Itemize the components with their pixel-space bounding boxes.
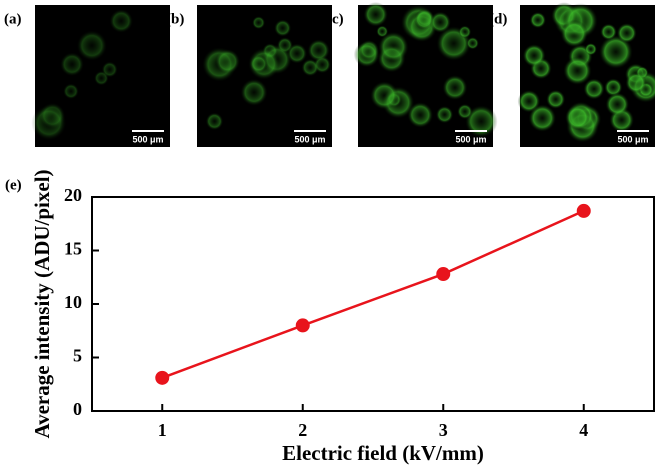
scale-bar-label: 500 μm [617, 134, 648, 144]
y-axis-label: Average intensity (ADU/pixel) [30, 169, 54, 438]
cell [249, 54, 268, 74]
cell [76, 30, 108, 61]
y-tick-label: 20 [64, 185, 82, 205]
cell [598, 34, 634, 70]
cell [286, 43, 308, 64]
cell [583, 78, 605, 100]
cell [353, 41, 380, 68]
panels: (a) 500 μm (b) 500 μm (c) 500 μm (d) 500 μm [4, 2, 655, 147]
cell [529, 11, 547, 29]
series-line [161, 209, 585, 380]
cell [363, 2, 389, 27]
cell [214, 48, 241, 75]
cell [31, 105, 67, 141]
cell [413, 9, 435, 30]
x-tick-label: 1 [158, 420, 167, 440]
cell [604, 78, 623, 97]
cell [457, 103, 473, 120]
x-tick-label: 4 [579, 420, 588, 440]
cell [376, 25, 389, 38]
cell [522, 43, 546, 68]
cell [301, 58, 320, 77]
cell [59, 52, 85, 77]
cell [616, 22, 637, 44]
cell [273, 19, 292, 37]
y-tick-label: 5 [73, 346, 82, 366]
cell [546, 89, 566, 109]
y-tick-label: 0 [73, 399, 82, 419]
panel-label: (c) [327, 11, 344, 27]
cell [252, 16, 266, 30]
data-point [295, 318, 310, 333]
cell [101, 61, 118, 78]
cell [564, 104, 591, 131]
scale-bar-label: 500 μm [455, 134, 486, 144]
x-axis-label: Electric field (kV/mm) [282, 441, 484, 465]
x-tick-label: 3 [439, 420, 448, 440]
x-tick-label: 2 [298, 420, 307, 440]
cell [435, 105, 454, 124]
cell [429, 11, 452, 34]
cell [466, 36, 479, 50]
panel-label: (b) [166, 11, 184, 27]
data-point [436, 267, 451, 282]
cell [625, 71, 647, 94]
cell [377, 31, 409, 63]
cell [407, 101, 434, 128]
cell [464, 105, 498, 138]
cell [442, 74, 468, 101]
cell [560, 19, 589, 48]
cell [370, 81, 399, 110]
cell [458, 25, 472, 39]
scale-bar-label: 500 μm [132, 134, 163, 144]
cell [63, 83, 79, 100]
cell [563, 56, 592, 86]
cell [584, 42, 598, 56]
cell [307, 39, 330, 62]
panel-label: (a) [4, 11, 22, 27]
cell [205, 112, 224, 131]
scale-bar-label: 500 μm [294, 134, 325, 144]
chart: (e) 0 5 10 15 20 1 2 3 4 Electric field (kV/mm) Ave… [5, 169, 655, 465]
plot-frame [91, 196, 655, 412]
cell [109, 9, 134, 34]
data-point [155, 370, 170, 385]
data-point [576, 203, 591, 218]
cell [600, 23, 617, 41]
y-tick-label: 10 [64, 292, 82, 312]
cell [605, 92, 630, 117]
y-tick-label: 15 [64, 239, 82, 259]
cell [240, 78, 268, 107]
chart-label: (e) [5, 177, 22, 193]
panel-label: (d) [489, 11, 507, 27]
cell [528, 104, 557, 133]
